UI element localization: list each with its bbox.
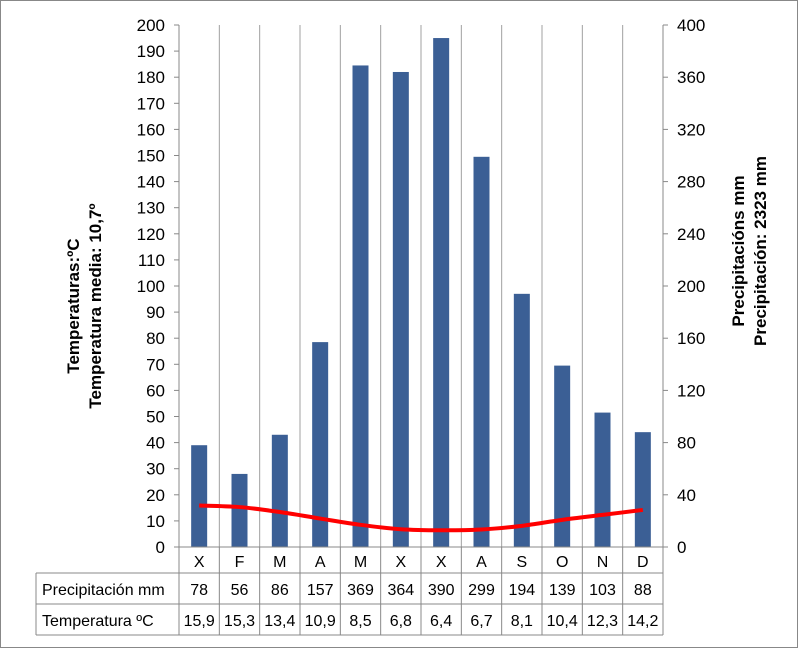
month-label: A <box>476 554 487 571</box>
temp-cell: 13,4 <box>264 613 295 630</box>
precip-bar <box>312 342 329 547</box>
precip-bar <box>392 71 409 547</box>
right-tick-label: 240 <box>677 225 705 244</box>
precip-cell: 299 <box>468 582 495 599</box>
right-tick-label: 280 <box>677 173 705 192</box>
temp-cell: 10,4 <box>547 613 578 630</box>
right-axis-title: Precipitacións mm <box>729 175 748 326</box>
temp-cell: 10,9 <box>305 613 336 630</box>
right-axis-subtitle: Precipitación: 2323 mm <box>751 156 770 346</box>
temp-cell: 6,4 <box>430 613 452 630</box>
right-tick-label: 120 <box>677 381 705 400</box>
temperature-line <box>199 503 644 533</box>
left-axis-subtitle: Temperatura media: 10,7º <box>86 203 105 408</box>
left-tick-label: 120 <box>137 225 165 244</box>
left-tick-label: 170 <box>137 94 165 113</box>
temp-cell: 14,2 <box>627 613 658 630</box>
month-label: A <box>315 554 326 571</box>
left-tick-label: 100 <box>137 277 165 296</box>
precip-bar <box>191 445 208 547</box>
precip-bar <box>271 434 288 547</box>
precip-cell: 194 <box>508 582 535 599</box>
left-tick-label: 180 <box>137 68 165 87</box>
left-tick-label: 0 <box>156 538 165 557</box>
precip-cell: 103 <box>589 582 616 599</box>
precip-bar <box>231 473 248 547</box>
month-label: X <box>194 554 205 571</box>
temp-cell: 15,9 <box>184 613 215 630</box>
left-tick-label: 190 <box>137 42 165 61</box>
month-label: M <box>354 554 367 571</box>
left-axis-title: Temperaturas:ºC <box>64 238 83 373</box>
precip-cell: 78 <box>190 582 208 599</box>
precip-bar <box>513 293 530 547</box>
precip-bar <box>554 365 571 547</box>
left-tick-label: 160 <box>137 120 165 139</box>
left-tick-label: 60 <box>146 381 165 400</box>
left-tick-label: 70 <box>146 355 165 374</box>
left-tick-label: 200 <box>137 16 165 35</box>
left-tick-label: 20 <box>146 486 165 505</box>
month-label: D <box>637 554 649 571</box>
right-tick-label: 320 <box>677 120 705 139</box>
month-label: F <box>235 554 245 571</box>
right-tick-label: 0 <box>677 538 686 557</box>
right-tick-label: 400 <box>677 16 705 35</box>
precip-cell: 86 <box>271 582 289 599</box>
left-tick-label: 150 <box>137 147 165 166</box>
left-tick-label: 90 <box>146 303 165 322</box>
left-tick-label: 10 <box>146 512 165 531</box>
precip-cell: 56 <box>231 582 249 599</box>
precip-bar <box>433 38 450 548</box>
left-tick-label: 40 <box>146 434 165 453</box>
temp-cell: 6,7 <box>470 613 492 630</box>
month-label: X <box>395 554 406 571</box>
precip-cell: 390 <box>428 582 455 599</box>
temp-cell: 8,5 <box>349 613 371 630</box>
precip-bar <box>594 412 611 547</box>
right-tick-label: 160 <box>677 329 705 348</box>
temp-cell: 6,8 <box>390 613 412 630</box>
temp-cell: 12,3 <box>587 613 618 630</box>
left-tick-label: 110 <box>138 251 165 270</box>
table-row-label: Temperatura ºC <box>42 613 154 630</box>
right-tick-label: 200 <box>677 277 705 296</box>
precip-bar <box>352 65 369 547</box>
right-tick-label: 40 <box>677 486 696 505</box>
precip-cell: 157 <box>307 582 334 599</box>
precip-cell: 364 <box>387 582 414 599</box>
precip-bar <box>634 432 651 547</box>
left-tick-label: 130 <box>137 199 165 218</box>
precip-bar <box>473 156 490 547</box>
temp-cell: 8,1 <box>511 613 533 630</box>
month-label: M <box>273 554 286 571</box>
left-tick-label: 80 <box>146 329 165 348</box>
month-label: X <box>436 554 447 571</box>
month-label: S <box>516 554 527 571</box>
right-tick-label: 360 <box>677 68 705 87</box>
month-label: N <box>597 554 609 571</box>
precip-cell: 88 <box>634 582 652 599</box>
left-tick-label: 30 <box>146 460 165 479</box>
right-tick-label: 80 <box>677 434 696 453</box>
table-row-label: Precipitación mm <box>42 582 165 599</box>
month-label: O <box>556 554 568 571</box>
temp-cell: 15,3 <box>224 613 255 630</box>
left-tick-label: 140 <box>137 173 165 192</box>
precip-cell: 369 <box>347 582 374 599</box>
left-tick-label: 50 <box>146 408 165 427</box>
precip-cell: 139 <box>549 582 576 599</box>
